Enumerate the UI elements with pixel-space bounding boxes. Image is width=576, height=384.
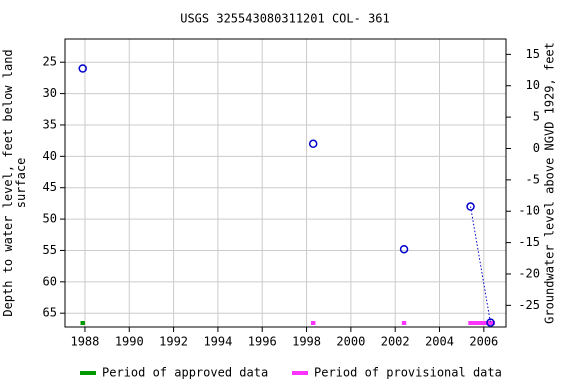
data-point [78,64,87,73]
x-tick-label: 2006 [469,335,498,349]
y2-tick-label: -25 [518,298,540,312]
y-axis-label-line: surface [14,158,28,209]
y2-tick-label: 10 [526,78,540,92]
x-tick-label: 1996 [248,335,277,349]
data-point [486,318,495,327]
y2-axis-label: Groundwater level above NGVD 1929, feet [543,42,557,324]
data-point [399,244,409,254]
x-tick-label: 2000 [336,335,365,349]
chart-title: USGS 325543080311201 COL- 361 [180,12,390,26]
period-bar [468,321,495,325]
y2-tick-label: 5 [533,110,540,124]
period-bar [80,321,85,325]
y-tick-label: 40 [43,149,57,163]
y-tick-label: 35 [43,117,57,131]
y2-tick-label: -5 [526,172,540,186]
y-tick-label: 50 [43,212,57,226]
legend-swatch [80,371,96,375]
x-tick-label: 2002 [381,335,410,349]
y2-tick-label: -15 [518,235,540,249]
y2-tick-label: -10 [518,204,540,218]
data-point [466,202,475,211]
y-tick-label: 55 [43,243,57,257]
x-tick-label: 1988 [70,335,99,349]
x-tick-label: 1998 [292,335,321,349]
legend-label: Period of provisional data [314,366,502,380]
legend-swatch [292,371,308,375]
y2-tick-label: 0 [533,141,540,155]
y-tick-label: 25 [43,55,57,69]
y-axis-label: Depth to water level, feet below landsur… [1,49,28,316]
y2-tick-label: -20 [518,266,540,280]
y2-tick-label: 15 [526,47,540,61]
y-axis-label-line: Depth to water level, feet below land [1,49,15,316]
x-tick-label: 1990 [115,335,144,349]
data-point [308,139,318,149]
connector [470,206,491,323]
period-bar [310,321,316,325]
period-bar [401,321,407,325]
x-tick-label: 2004 [425,335,454,349]
plot-frame [64,38,507,328]
x-tick-label: 1992 [159,335,188,349]
y-tick-label: 30 [43,86,57,100]
x-tick-label: 1994 [203,335,232,349]
legend-label: Period of approved data [102,366,268,380]
y-tick-label: 60 [43,274,57,288]
y-tick-label: 45 [43,180,57,194]
y-tick-label: 65 [43,306,57,320]
